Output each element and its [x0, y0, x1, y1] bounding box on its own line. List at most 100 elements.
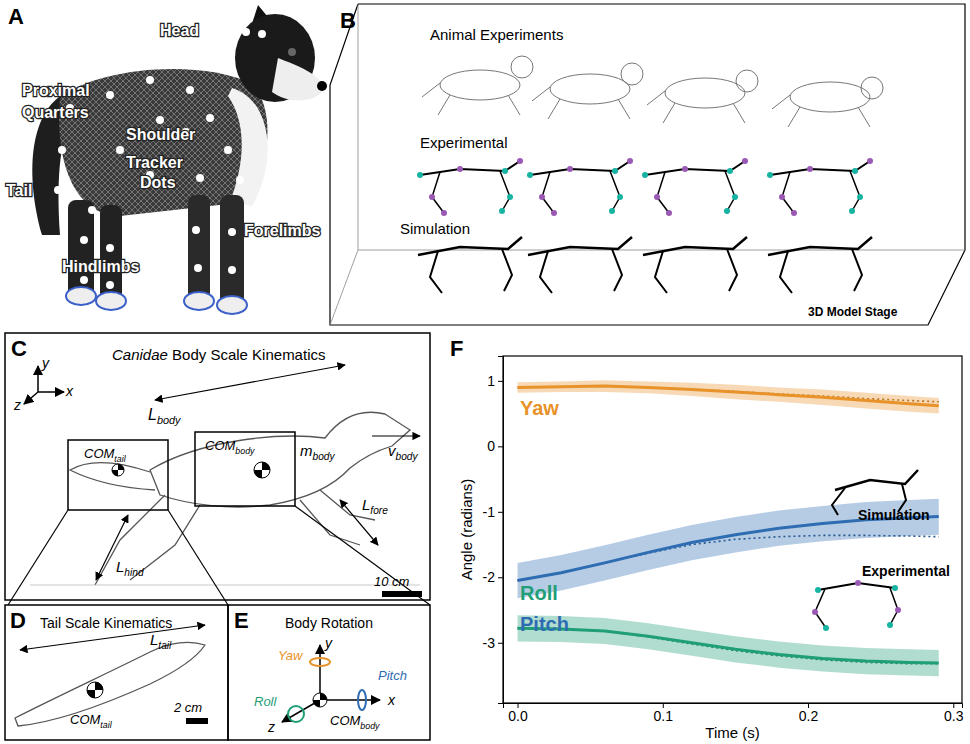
- inset-marker: [855, 580, 861, 586]
- label-l-body-main: L: [148, 406, 157, 423]
- panel-letter: C: [11, 336, 27, 361]
- panel-title: Canidae Body Scale Kinematics: [112, 346, 325, 363]
- label-simulation: Simulation: [400, 220, 470, 237]
- sketch-dog-tail: [772, 95, 790, 109]
- x-tick-label: 0.3: [944, 708, 964, 724]
- label-l-hind-main: L: [116, 558, 124, 575]
- tracker-dot: [206, 114, 214, 122]
- dog-forelimb: [220, 195, 244, 309]
- tracker-dot: [242, 28, 250, 36]
- label-m-body: mbody: [300, 442, 335, 462]
- com-quarter: [320, 693, 327, 700]
- sim-stick-hind: [430, 251, 442, 293]
- x-tick-label: 0.0: [508, 708, 528, 724]
- panel-letter: F: [450, 336, 463, 361]
- label-v-body-sub: body: [396, 451, 419, 462]
- inset-exp-fore: [890, 588, 898, 625]
- exp-marker: [779, 194, 785, 200]
- scale-bar: [186, 718, 208, 724]
- series-label: Pitch: [520, 613, 569, 635]
- sketch-dog-leg: [733, 103, 745, 123]
- panel-d: DTail Scale KinematicsLtailCOMtail2 cm: [5, 605, 228, 740]
- exp-marker: [724, 208, 730, 214]
- tracker-dot: [106, 244, 114, 252]
- com-quarter: [254, 470, 262, 478]
- label-pitch: Pitch: [378, 668, 407, 683]
- exp-stick-body: [645, 161, 745, 175]
- exp-stick-fore: [850, 171, 860, 211]
- sketch-dog-head: [511, 56, 533, 78]
- dog-foot: [66, 287, 96, 305]
- panel-letter: E: [234, 608, 249, 633]
- sim-stick-body: [528, 237, 632, 255]
- label-l-tail: Ltail: [150, 631, 172, 651]
- panel-e: EBody RotationYawPitchRollyxzCOMbody: [228, 605, 430, 740]
- tracker-dot: [116, 146, 124, 154]
- axis-arrow-y: [319, 645, 321, 700]
- label-com-tail-sub: tail: [114, 454, 126, 464]
- run-dog-foreleg: [300, 500, 360, 545]
- sketch-dog-head: [861, 77, 883, 99]
- exp-marker: [539, 194, 545, 200]
- axis-label-x: x: [65, 383, 74, 399]
- experimental-line: [518, 386, 939, 402]
- x-tick-label: 0.1: [654, 708, 674, 724]
- label-l-fore-sub: fore: [370, 505, 388, 516]
- label-l-body-sub: body: [157, 414, 181, 426]
- sketch-dog-leg: [858, 107, 870, 127]
- rotation-roll: [288, 706, 304, 722]
- series-line: [518, 628, 939, 663]
- x-axis-line: [504, 704, 963, 709]
- com-symbol: [254, 462, 270, 478]
- exp-stick-hind: [782, 172, 794, 213]
- y-tick-mark: [498, 643, 503, 644]
- label-forelimbs: Forelimbs: [244, 222, 321, 239]
- panel-a: AHeadProximalQuartersShoulderTrackerDots…: [6, 4, 327, 314]
- tracker-dot: [106, 281, 114, 289]
- exp-stick-body: [530, 161, 630, 175]
- tracker-dot: [80, 236, 88, 244]
- inset-marker: [887, 622, 893, 628]
- arrow-l-body: [155, 365, 345, 400]
- label-stage: 3D Model Stage: [808, 305, 898, 319]
- inset-sim-hind: [832, 488, 845, 515]
- axis-label-z: z: [13, 397, 21, 413]
- tracker-dot: [194, 264, 202, 272]
- label-animal-experiments: Animal Experiments: [430, 26, 563, 43]
- tracker-dot: [224, 146, 232, 154]
- plot-area: [518, 380, 939, 676]
- y-tick-label: -2: [483, 569, 496, 585]
- label-roll: Roll: [254, 694, 278, 709]
- exp-stick-body: [420, 161, 520, 175]
- panel-title-italic: Canidae: [112, 346, 168, 363]
- exp-marker: [417, 172, 423, 178]
- sketch-dog-leg: [788, 107, 800, 127]
- dog-nose: [317, 81, 327, 91]
- inset-exp-hind: [815, 589, 826, 628]
- series-line: [518, 386, 939, 406]
- sketch-dog-tail: [532, 87, 550, 101]
- tracker-dot: [58, 146, 66, 154]
- panel-b: BAnimal ExperimentsExperimentalSimulatio…: [330, 4, 965, 325]
- tracker-dot: [156, 116, 164, 124]
- scale-bar-label: 2 cm: [173, 700, 202, 715]
- series-label: Roll: [520, 582, 558, 604]
- exp-marker: [499, 208, 505, 214]
- exp-marker: [682, 166, 688, 172]
- y-tick: -3: [483, 635, 503, 651]
- exp-marker: [666, 210, 672, 216]
- x-tick: 0.2: [799, 703, 819, 724]
- exp-stick-hind: [542, 172, 554, 213]
- label-hindlimbs: Hindlimbs: [62, 258, 139, 275]
- tracker-dot: [258, 30, 266, 38]
- panel-title: Tail Scale Kinematics: [40, 615, 172, 631]
- inset-marker: [823, 625, 829, 631]
- label-com-body: COMbody: [330, 713, 380, 731]
- label-com-tail-sub: tail: [100, 720, 112, 730]
- exp-stick-fore: [725, 171, 735, 211]
- stage-edge: [330, 250, 358, 325]
- exp-marker: [807, 166, 813, 172]
- com-quarter: [112, 470, 118, 476]
- dog-forelimb: [188, 195, 210, 305]
- label-shoulder: Shoulder: [126, 126, 195, 143]
